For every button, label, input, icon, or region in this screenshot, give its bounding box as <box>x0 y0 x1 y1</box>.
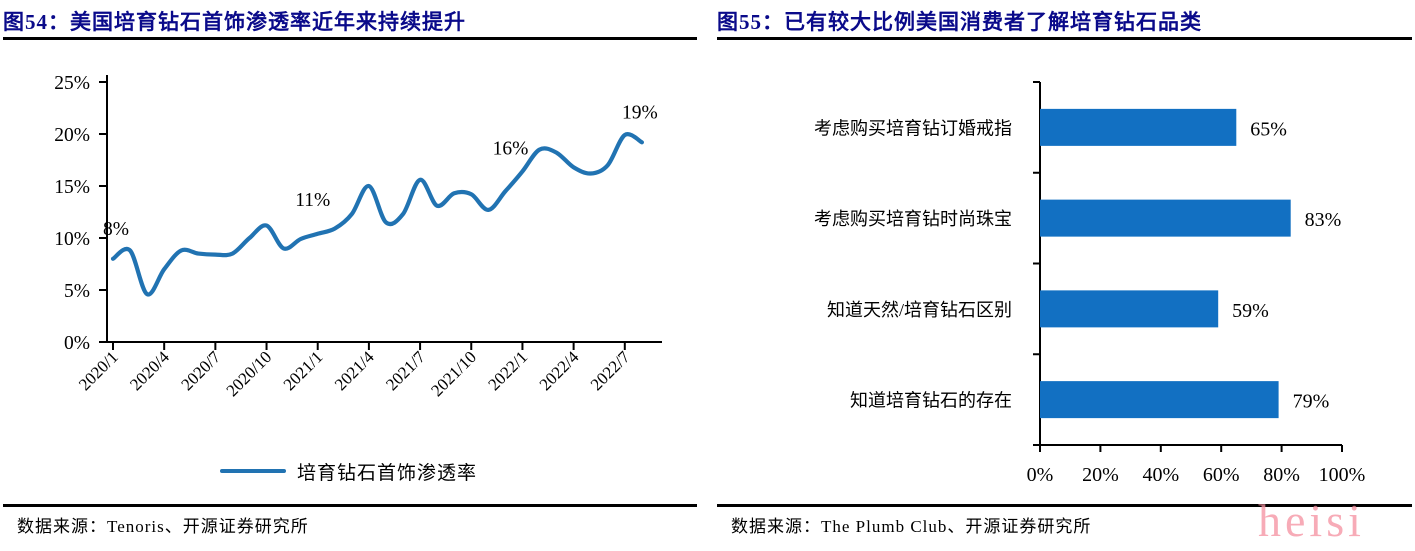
fig54-title-rule <box>3 37 697 40</box>
fig54-title: 图54：美国培育钻石首饰渗透率近年来持续提升 <box>3 10 466 34</box>
bar <box>1040 381 1279 419</box>
y-tick-label: 0% <box>64 333 90 354</box>
line-data-label: 8% <box>103 219 129 240</box>
fig55-source-rule <box>717 504 1412 507</box>
fig54-source: 数据来源：Tenoris、开源证券研究所 <box>17 517 309 536</box>
x-tick-label: 40% <box>1142 464 1179 486</box>
x-tick-label: 100% <box>1319 464 1366 486</box>
bar-value-label: 79% <box>1293 391 1330 413</box>
bar <box>1040 108 1237 146</box>
y-tick-label: 25% <box>54 73 90 94</box>
fig54-source-rule <box>3 504 697 507</box>
line-data-label: 11% <box>295 190 330 211</box>
y-tick-label: 10% <box>54 229 90 250</box>
bar-value-label: 65% <box>1250 118 1287 140</box>
bar <box>1040 290 1219 328</box>
category-label: 考虑购买培育钻时尚珠宝 <box>814 209 1012 229</box>
x-tick-label: 80% <box>1263 464 1300 486</box>
watermark: heisi <box>1258 495 1365 546</box>
fig55-title: 图55：已有较大比例美国消费者了解培育钻石品类 <box>717 10 1202 34</box>
x-tick-label: 0% <box>1027 464 1054 486</box>
bar <box>1040 199 1291 237</box>
x-tick-label: 20% <box>1082 464 1119 486</box>
category-label: 考虑购买培育钻订婚戒指 <box>814 118 1012 138</box>
legend-line-swatch <box>219 469 286 473</box>
bar-value-label: 83% <box>1305 209 1342 231</box>
y-tick-label: 15% <box>54 177 90 198</box>
y-tick-label: 5% <box>64 281 90 302</box>
x-tick-label: 60% <box>1203 464 1240 486</box>
line-data-label: 19% <box>622 102 658 123</box>
category-label: 知道培育钻石的存在 <box>850 391 1012 411</box>
y-tick-label: 20% <box>54 125 90 146</box>
fig54-legend: 培育钻石首饰渗透率 <box>0 457 697 485</box>
category-label: 知道天然/培育钻石区别 <box>827 300 1012 320</box>
line-data-label: 16% <box>493 138 529 159</box>
fig55-source: 数据来源：The Plumb Club、开源证券研究所 <box>731 517 1092 536</box>
penetration-line <box>110 132 644 297</box>
bar-value-label: 59% <box>1232 300 1269 322</box>
fig55-title-rule <box>717 37 1412 40</box>
legend-label: 培育钻石首饰渗透率 <box>296 462 477 484</box>
